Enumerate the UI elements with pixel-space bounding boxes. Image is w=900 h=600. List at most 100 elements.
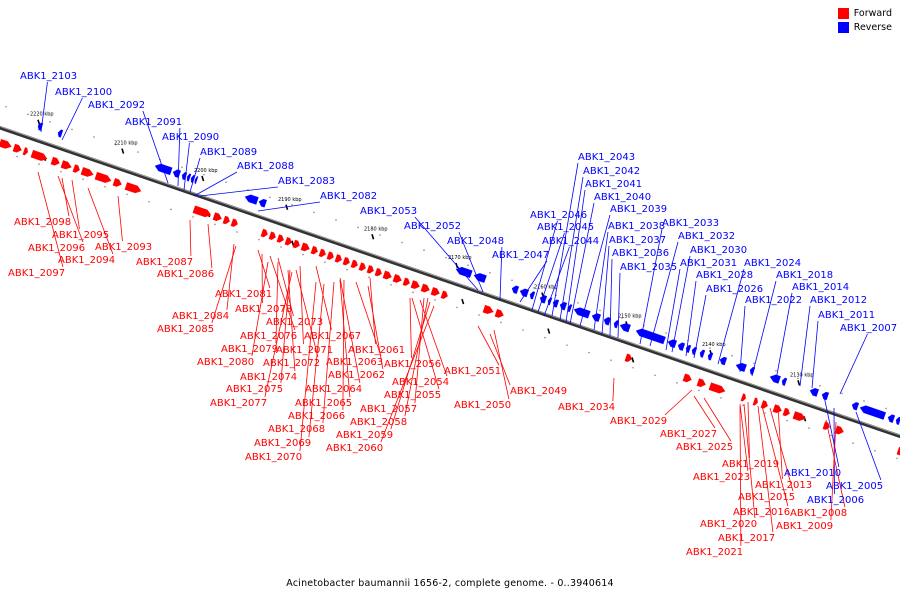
- reverse-gene-label[interactable]: ABK1_2088: [237, 161, 294, 172]
- forward-gene-label[interactable]: ABK1_2055: [384, 390, 441, 401]
- reverse-gene-label[interactable]: ABK1_2012: [810, 295, 867, 306]
- reverse-gene-label[interactable]: ABK1_2043: [578, 152, 635, 163]
- forward-gene-label[interactable]: ABK1_2016: [733, 507, 790, 518]
- forward-gene-label[interactable]: ABK1_2078: [235, 304, 292, 315]
- forward-gene-label[interactable]: ABK1_2064: [305, 384, 362, 395]
- forward-gene-label[interactable]: ABK1_2075: [226, 384, 283, 395]
- forward-gene-label[interactable]: ABK1_2073: [266, 317, 323, 328]
- forward-gene-label[interactable]: ABK1_2051: [444, 366, 501, 377]
- forward-gene-label[interactable]: ABK1_2069: [254, 438, 311, 449]
- forward-gene-label[interactable]: ABK1_2095: [52, 230, 109, 241]
- reverse-gene-label[interactable]: ABK1_2038: [608, 221, 665, 232]
- forward-gene-label[interactable]: ABK1_2076: [240, 331, 297, 342]
- reverse-gene-label[interactable]: ABK1_2024: [744, 258, 801, 269]
- reverse-gene-label[interactable]: ABK1_2010: [784, 468, 841, 479]
- reverse-gene-label[interactable]: ABK1_2035: [620, 262, 677, 273]
- reverse-gene-label[interactable]: ABK1_2046: [530, 210, 587, 221]
- forward-gene-label[interactable]: ABK1_2059: [336, 430, 393, 441]
- reverse-gene-label[interactable]: ABK1_2041: [585, 179, 642, 190]
- reverse-gene-label[interactable]: ABK1_2053: [360, 206, 417, 217]
- forward-gene-label[interactable]: ABK1_2049: [510, 386, 567, 397]
- reverse-gene-label[interactable]: ABK1_2089: [200, 147, 257, 158]
- forward-gene-label[interactable]: ABK1_2072: [263, 358, 320, 369]
- reverse-gene-label[interactable]: ABK1_2007: [840, 323, 897, 334]
- reverse-gene-label[interactable]: ABK1_2032: [678, 231, 735, 242]
- forward-gene-label[interactable]: ABK1_2084: [172, 311, 229, 322]
- reverse-gene-label[interactable]: ABK1_2091: [125, 117, 182, 128]
- forward-gene-label[interactable]: ABK1_2074: [240, 372, 297, 383]
- reverse-gene-label[interactable]: ABK1_2039: [610, 204, 667, 215]
- reverse-gene-label[interactable]: ABK1_2103: [20, 71, 77, 82]
- reverse-gene-label[interactable]: ABK1_2033: [662, 218, 719, 229]
- reverse-gene-label[interactable]: ABK1_2006: [807, 495, 864, 506]
- reverse-gene-label[interactable]: ABK1_2082: [320, 191, 377, 202]
- forward-gene-label[interactable]: ABK1_2068: [268, 424, 325, 435]
- genome-backbone: [0, 125, 900, 439]
- reverse-gene-label[interactable]: ABK1_2037: [609, 235, 666, 246]
- forward-gene-label[interactable]: ABK1_2094: [58, 255, 115, 266]
- forward-gene-label[interactable]: ABK1_2057: [360, 404, 417, 415]
- forward-gene-label[interactable]: ABK1_2086: [157, 269, 214, 280]
- reverse-gene-label[interactable]: ABK1_2011: [818, 310, 875, 321]
- reverse-gene-label[interactable]: ABK1_2031: [680, 258, 737, 269]
- forward-gene-label[interactable]: ABK1_2061: [348, 345, 405, 356]
- forward-gene-label[interactable]: ABK1_2060: [326, 443, 383, 454]
- forward-gene-label[interactable]: ABK1_2087: [136, 257, 193, 268]
- forward-gene-label[interactable]: ABK1_2058: [350, 417, 407, 428]
- forward-gene-label[interactable]: ABK1_2009: [776, 521, 833, 532]
- forward-gene-label[interactable]: ABK1_2077: [210, 398, 267, 409]
- forward-gene-label[interactable]: ABK1_2019: [722, 459, 779, 470]
- reverse-gene-label[interactable]: ABK1_2100: [55, 87, 112, 98]
- forward-gene-label[interactable]: ABK1_2034: [558, 402, 615, 413]
- reverse-gene-label[interactable]: ABK1_2028: [696, 270, 753, 281]
- forward-gene-label[interactable]: ABK1_2097: [8, 268, 65, 279]
- reverse-gene-label[interactable]: ABK1_2083: [278, 176, 335, 187]
- forward-gene-label[interactable]: ABK1_2085: [157, 324, 214, 335]
- forward-gene-label[interactable]: ABK1_2080: [197, 357, 254, 368]
- forward-gene-label[interactable]: ABK1_2050: [454, 400, 511, 411]
- legend-forward-label: Forward: [853, 8, 892, 19]
- forward-gene-arrow: [682, 373, 692, 383]
- forward-gene-label[interactable]: ABK1_2056: [384, 359, 441, 370]
- reverse-gene-label[interactable]: ABK1_2018: [776, 270, 833, 281]
- reverse-gene-label[interactable]: ABK1_2014: [792, 282, 849, 293]
- reverse-gene-label[interactable]: ABK1_2045: [537, 222, 594, 233]
- forward-gene-label[interactable]: ABK1_2017: [718, 533, 775, 544]
- reverse-gene-label[interactable]: ABK1_2047: [492, 250, 549, 261]
- forward-gene-label[interactable]: ABK1_2071: [276, 345, 333, 356]
- forward-gene-label[interactable]: ABK1_2054: [392, 377, 449, 388]
- reverse-gene-label[interactable]: ABK1_2022: [745, 295, 802, 306]
- forward-gene-label[interactable]: ABK1_2067: [304, 331, 361, 342]
- forward-gene-label[interactable]: ABK1_2027: [660, 429, 717, 440]
- forward-gene-label[interactable]: ABK1_2062: [328, 370, 385, 381]
- forward-gene-label[interactable]: ABK1_2020: [700, 519, 757, 530]
- reverse-gene-label[interactable]: ABK1_2090: [162, 132, 219, 143]
- reverse-gene-label[interactable]: ABK1_2048: [447, 236, 504, 247]
- forward-gene-label[interactable]: ABK1_2096: [28, 243, 85, 254]
- reverse-gene-label[interactable]: ABK1_2042: [583, 166, 640, 177]
- reverse-gene-label[interactable]: ABK1_2052: [404, 221, 461, 232]
- forward-gene-label[interactable]: ABK1_2008: [790, 508, 847, 519]
- reverse-gene-label[interactable]: ABK1_2044: [542, 236, 599, 247]
- forward-gene-label[interactable]: ABK1_2065: [295, 398, 352, 409]
- reverse-gene-label[interactable]: ABK1_2040: [594, 192, 651, 203]
- reverse-gene-label[interactable]: ABK1_2026: [706, 284, 763, 295]
- forward-gene-label[interactable]: ABK1_2013: [755, 480, 812, 491]
- forward-gene-label[interactable]: ABK1_2098: [14, 217, 71, 228]
- forward-gene-label[interactable]: ABK1_2081: [215, 289, 272, 300]
- scale-dot: [368, 276, 370, 279]
- forward-gene-label[interactable]: ABK1_2079: [221, 344, 278, 355]
- forward-gene-label[interactable]: ABK1_2025: [676, 442, 733, 453]
- forward-gene-label[interactable]: ABK1_2023: [693, 472, 750, 483]
- forward-gene-label[interactable]: ABK1_2015: [738, 492, 795, 503]
- reverse-gene-label[interactable]: ABK1_2036: [612, 248, 669, 259]
- reverse-gene-label[interactable]: ABK1_2030: [690, 245, 747, 256]
- reverse-gene-label[interactable]: ABK1_2092: [88, 100, 145, 111]
- forward-gene-label[interactable]: ABK1_2029: [610, 416, 667, 427]
- forward-gene-label[interactable]: ABK1_2066: [288, 411, 345, 422]
- forward-gene-label[interactable]: ABK1_2093: [95, 242, 152, 253]
- forward-gene-label[interactable]: ABK1_2063: [326, 357, 383, 368]
- forward-gene-label[interactable]: ABK1_2070: [245, 452, 302, 463]
- reverse-gene-label[interactable]: ABK1_2005: [826, 481, 883, 492]
- forward-gene-label[interactable]: ABK1_2021: [686, 547, 743, 558]
